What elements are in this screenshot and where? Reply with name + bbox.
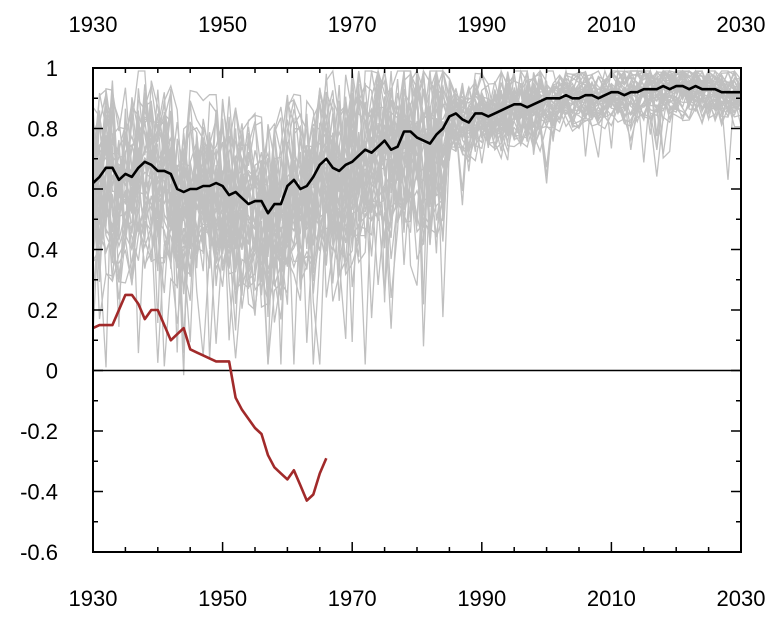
ensemble-member-line [92,69,742,304]
x-axis-top-labels: 1930 1950 1970 1990 2010 2030 [69,12,766,37]
y-tick-label: 0.6 [27,177,58,202]
x-tick-label-top: 1950 [198,12,247,37]
x-tick-label-bottom: 1990 [457,586,506,611]
x-tick-label-bottom: 1950 [198,586,247,611]
ensemble-member-line [92,92,742,367]
axis-ticks [92,67,742,553]
ensemble-member-line [92,68,742,318]
y-tick-label: -0.4 [20,480,58,505]
x-axis-bottom-labels: 1930 1950 1970 1990 2010 2030 [69,586,766,611]
x-tick-label-bottom: 1930 [69,586,118,611]
ensemble-lines [92,68,742,376]
ensemble-member-line [92,74,742,273]
x-tick-label-bottom: 2010 [587,586,636,611]
x-tick-label-top: 2010 [587,12,636,37]
x-tick-label-top: 1990 [457,12,506,37]
ensemble-member-line [92,90,742,365]
y-tick-label: -0.2 [20,419,58,444]
y-axis-labels: 1 0.8 0.6 0.4 0.2 0 -0.2 -0.4 -0.6 [20,56,58,565]
y-tick-label: 0.2 [27,298,58,323]
x-tick-label-bottom: 1970 [328,586,377,611]
y-tick-label: 1 [46,56,58,81]
y-tick-label: -0.6 [20,540,58,565]
x-tick-label-top: 1970 [328,12,377,37]
y-tick-label: 0.8 [27,117,58,142]
x-tick-label-top: 2030 [717,12,766,37]
series-lines [92,84,741,502]
ensemble-member-line [92,86,742,329]
ensemble-member-line [92,69,742,283]
y-tick-label: 0 [46,359,58,384]
x-tick-label-bottom: 2030 [717,586,766,611]
ensemble-mean-line [92,84,741,215]
ensemble-member-line [92,69,742,353]
observed-line [92,293,328,502]
y-tick-label: 0.4 [27,238,58,263]
x-tick-label-top: 1930 [69,12,118,37]
